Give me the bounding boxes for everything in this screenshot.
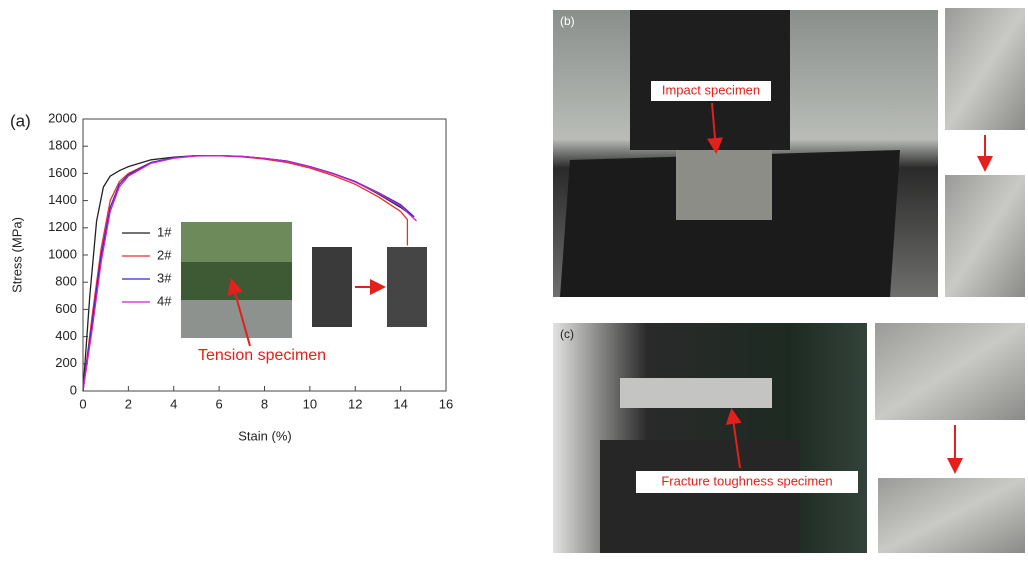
y-tick-label: 600 <box>55 301 77 316</box>
photo-part <box>676 150 772 220</box>
x-axis-title: Stain (%) <box>238 428 291 443</box>
x-tick-label: 12 <box>348 396 362 411</box>
y-tick-label: 800 <box>55 274 77 289</box>
x-tick-label: 6 <box>216 396 223 411</box>
photo-specimens-after <box>387 247 427 327</box>
x-tick-label: 0 <box>79 396 86 411</box>
photo-fracture-before <box>875 323 1025 420</box>
y-tick-label: 1000 <box>48 246 77 261</box>
x-tick-label: 4 <box>170 396 177 411</box>
figure: (a) Stress (MPa) Stain (%) 0 200 400 600 800… <box>0 0 1028 561</box>
x-tick-label: 14 <box>393 396 407 411</box>
legend-label: 2# <box>157 247 172 262</box>
panel-label: (a) <box>10 111 31 130</box>
y-tick-label: 2000 <box>48 110 77 125</box>
y-tick-label: 1800 <box>48 138 77 153</box>
caption: Fracture toughness specimen <box>661 473 832 488</box>
x-tick-label: 10 <box>303 396 317 411</box>
photo-part <box>181 222 292 262</box>
photo-part <box>181 300 292 338</box>
y-tick-label: 400 <box>55 328 77 343</box>
x-tick-label: 8 <box>261 396 268 411</box>
photo-impact-after <box>945 175 1025 297</box>
legend-label: 3# <box>157 270 172 285</box>
legend-label: 1# <box>157 224 172 239</box>
legend-label: 4# <box>157 293 172 308</box>
annotation: Tension specimen <box>198 347 326 364</box>
panel-label: (b) <box>560 14 575 28</box>
photo-specimen <box>620 378 772 408</box>
y-tick-label: 1600 <box>48 165 77 180</box>
y-tick-label: 200 <box>55 355 77 370</box>
photo-specimens-before <box>312 247 352 327</box>
caption: Impact specimen <box>662 82 760 97</box>
y-tick-label: 0 <box>70 382 77 397</box>
y-axis-title: Stress (MPa) <box>9 217 24 293</box>
y-tick-label: 1200 <box>48 219 77 234</box>
panel-label: (c) <box>560 327 574 341</box>
photo-fracture-after <box>878 478 1025 553</box>
x-tick-label: 16 <box>439 396 453 411</box>
photo-impact-before <box>945 8 1025 130</box>
photo-part <box>630 10 790 150</box>
y-tick-label: 1400 <box>48 192 77 207</box>
photo-part <box>600 440 800 553</box>
x-tick-label: 2 <box>125 396 132 411</box>
